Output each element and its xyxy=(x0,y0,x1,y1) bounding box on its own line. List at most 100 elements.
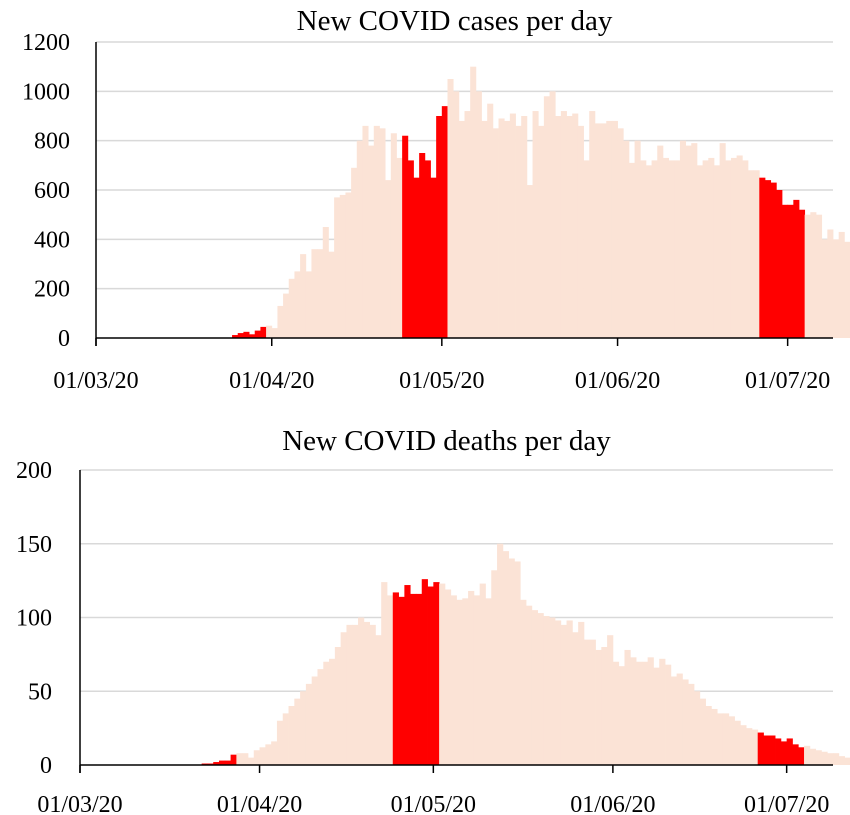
bar xyxy=(532,111,539,338)
bar xyxy=(260,326,267,338)
bar xyxy=(594,123,601,339)
bar xyxy=(719,143,726,338)
bar xyxy=(572,632,579,765)
bar xyxy=(462,598,469,765)
bar xyxy=(607,635,614,765)
bar xyxy=(481,120,488,339)
bar xyxy=(473,595,481,766)
bar xyxy=(618,666,625,765)
bar xyxy=(682,679,689,765)
x-tick-label: 01/07/20 xyxy=(744,792,829,815)
bar xyxy=(713,165,721,338)
bar xyxy=(436,116,443,338)
bar xyxy=(838,756,845,765)
bar xyxy=(647,657,654,765)
bar xyxy=(381,582,388,765)
bar xyxy=(769,735,776,765)
bar xyxy=(827,753,834,765)
bar xyxy=(763,735,770,765)
bar xyxy=(708,157,715,338)
bar xyxy=(254,330,261,338)
bar xyxy=(630,657,637,765)
bar xyxy=(398,596,405,765)
bar xyxy=(317,669,324,766)
bar xyxy=(804,214,811,338)
bar xyxy=(334,647,342,765)
bar xyxy=(232,335,239,338)
x-tick-label: 01/04/20 xyxy=(229,368,314,394)
x-tick-label: 01/04/20 xyxy=(217,792,302,815)
bar xyxy=(369,624,376,766)
bar xyxy=(502,551,510,766)
bar xyxy=(288,278,295,338)
bar xyxy=(339,194,346,338)
bar xyxy=(311,249,318,338)
bar xyxy=(504,120,511,339)
bar xyxy=(759,177,766,338)
bar xyxy=(566,620,573,765)
bar xyxy=(386,595,394,766)
bar xyxy=(266,325,273,338)
bar xyxy=(740,725,747,765)
bar xyxy=(685,145,692,338)
y-tick-label: 200 xyxy=(34,277,70,303)
bar xyxy=(705,706,712,765)
bar xyxy=(430,177,437,338)
x-tick-label: 01/03/20 xyxy=(37,792,122,815)
bar xyxy=(236,753,243,765)
bar xyxy=(424,160,431,338)
bar xyxy=(617,128,624,338)
bar xyxy=(746,728,753,766)
bar xyxy=(601,647,608,765)
bar xyxy=(595,649,602,765)
bar xyxy=(538,125,545,339)
bar xyxy=(322,227,329,338)
bar xyxy=(282,713,289,766)
bar xyxy=(833,239,840,338)
bar xyxy=(526,605,533,765)
bar xyxy=(537,613,544,765)
bar xyxy=(464,111,471,338)
bar xyxy=(444,589,452,765)
bar xyxy=(404,585,411,765)
bar xyxy=(450,595,457,766)
y-tick-label: 50 xyxy=(28,679,52,705)
bar xyxy=(439,583,446,765)
bar xyxy=(224,760,231,765)
bar xyxy=(717,713,724,766)
chart-title: New COVID cases per day xyxy=(297,5,613,37)
bar xyxy=(653,667,660,765)
chart-title: New COVID deaths per day xyxy=(282,425,611,457)
bar xyxy=(780,741,788,765)
bar xyxy=(247,757,255,766)
bar xyxy=(346,624,353,766)
bar xyxy=(402,135,409,338)
bar xyxy=(764,180,772,338)
bar xyxy=(340,632,347,765)
bar xyxy=(242,753,249,765)
y-tick-label: 150 xyxy=(16,532,52,558)
bar xyxy=(838,231,845,338)
bar xyxy=(520,599,527,765)
bar xyxy=(670,676,678,765)
bar xyxy=(413,177,420,338)
bar xyxy=(722,713,730,766)
bar xyxy=(636,661,643,765)
bar xyxy=(844,241,850,338)
bar xyxy=(288,706,295,765)
bar xyxy=(775,738,782,765)
bar xyxy=(612,661,620,765)
bar xyxy=(515,125,522,339)
bar xyxy=(662,157,669,338)
bar xyxy=(230,754,237,765)
bar xyxy=(676,673,683,765)
bar xyxy=(487,103,494,338)
bar xyxy=(560,624,567,766)
y-tick-label: 1000 xyxy=(22,79,70,105)
bar xyxy=(543,96,550,339)
bar xyxy=(294,271,301,338)
bar xyxy=(688,683,695,766)
bar xyxy=(645,165,652,338)
bar xyxy=(589,639,596,766)
